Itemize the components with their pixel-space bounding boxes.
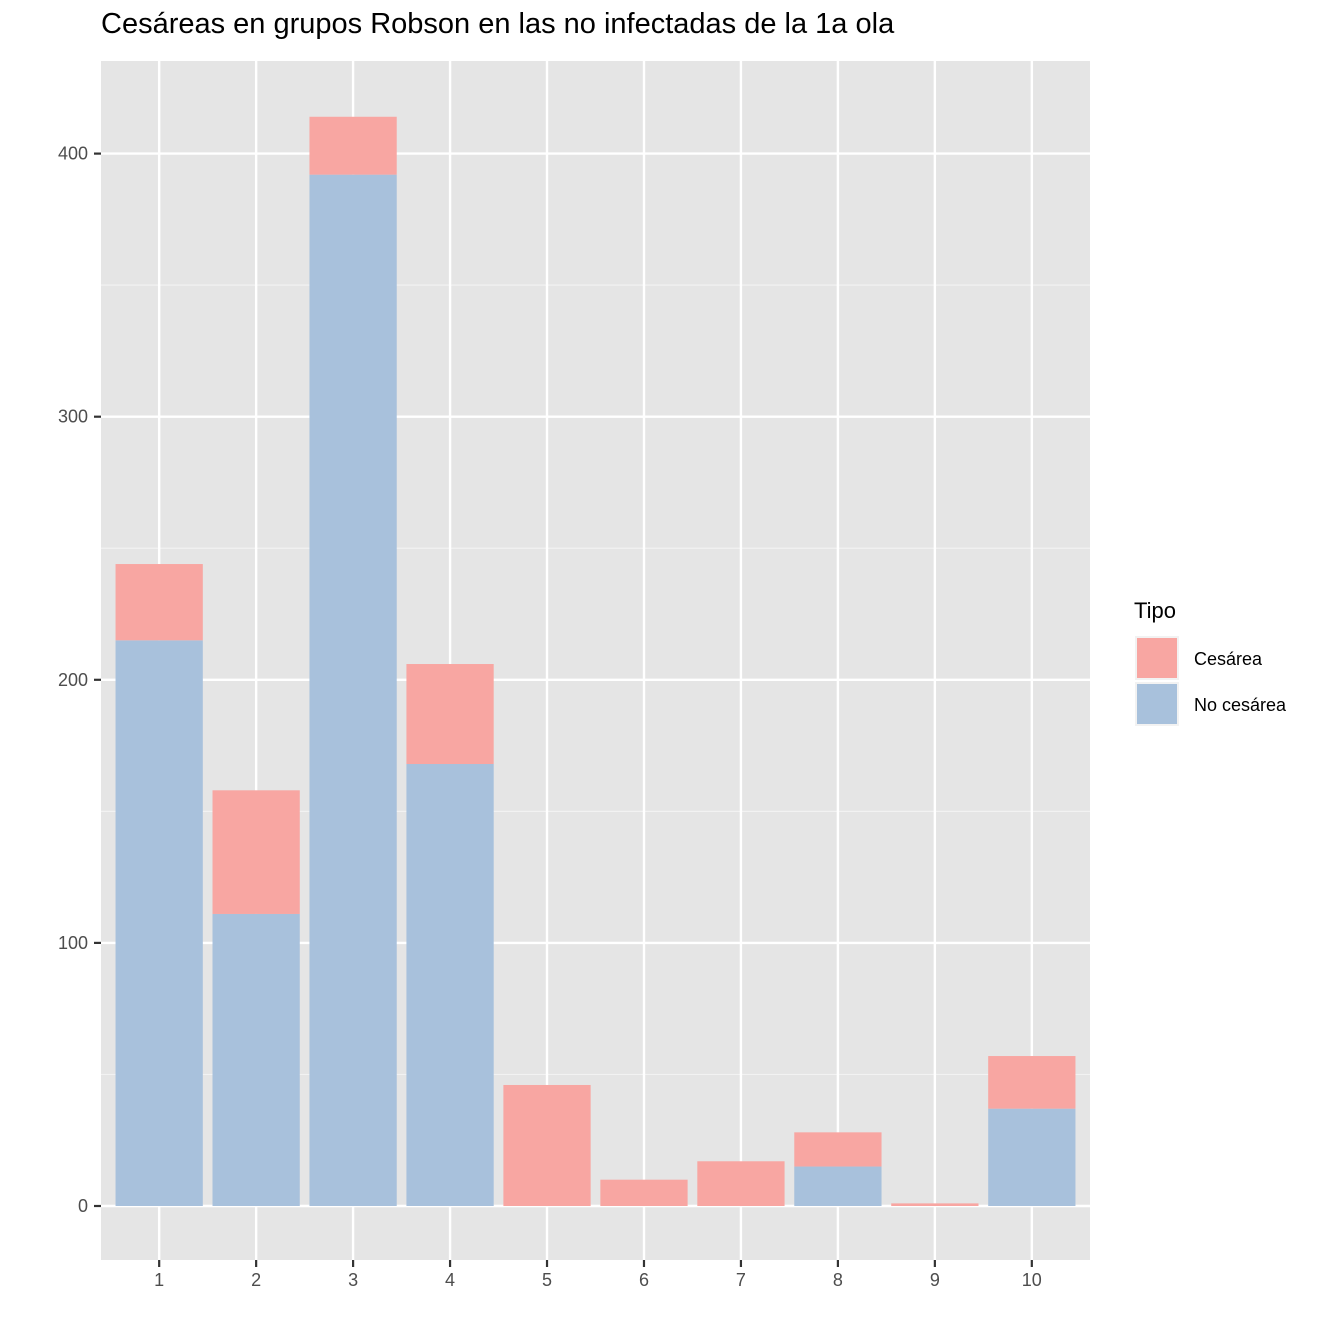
x-tick-label: 6 — [639, 1270, 649, 1290]
bar-Cesárea-3 — [309, 116, 397, 175]
x-tick-label: 10 — [1022, 1270, 1042, 1290]
bar-No cesárea-2 — [212, 913, 300, 1206]
bar-No cesárea-10 — [988, 1108, 1076, 1206]
bar-No cesárea-4 — [406, 763, 494, 1206]
x-tick-label: 7 — [736, 1270, 746, 1290]
chart-title: Cesáreas en grupos Robson en las no infe… — [101, 8, 895, 40]
y-axis: 0 100 200 300 400 — [58, 144, 101, 1216]
x-axis: 1 2 3 4 5 6 7 8 9 10 — [154, 1260, 1042, 1290]
x-tick-label: 8 — [833, 1270, 843, 1290]
x-tick-label: 3 — [348, 1270, 358, 1290]
x-tick-label: 5 — [542, 1270, 552, 1290]
legend-label: No cesárea — [1194, 695, 1287, 715]
y-tick-label: 100 — [58, 933, 88, 953]
bar-Cesárea-1 — [115, 564, 203, 641]
x-tick-label: 1 — [154, 1270, 164, 1290]
legend-label: Cesárea — [1194, 649, 1263, 669]
bar-Cesárea-2 — [212, 790, 300, 914]
bar-No cesárea-8 — [794, 1166, 882, 1206]
bar-Cesárea-10 — [988, 1056, 1076, 1109]
bar-Cesárea-5 — [503, 1084, 591, 1206]
y-tick-label: 300 — [58, 407, 88, 427]
legend: Tipo Cesárea No cesárea — [1134, 598, 1287, 726]
y-tick-label: 400 — [58, 144, 88, 164]
legend-key-No cesárea — [1137, 684, 1177, 724]
legend-title: Tipo — [1134, 598, 1176, 623]
x-tick-label: 4 — [445, 1270, 455, 1290]
bar-No cesárea-1 — [115, 640, 203, 1206]
legend-key-Cesárea — [1137, 638, 1177, 678]
bars — [115, 116, 1076, 1207]
y-tick-label: 200 — [58, 670, 88, 690]
bar-No cesárea-3 — [309, 174, 397, 1207]
bar-Cesárea-4 — [406, 664, 494, 764]
bar-Cesárea-6 — [600, 1179, 688, 1206]
bar-Cesárea-7 — [697, 1161, 785, 1206]
x-tick-label: 2 — [251, 1270, 261, 1290]
bar-Cesárea-9 — [891, 1203, 979, 1206]
y-tick-label: 0 — [78, 1196, 88, 1216]
bar-Cesárea-8 — [794, 1132, 882, 1167]
x-tick-label: 9 — [930, 1270, 940, 1290]
